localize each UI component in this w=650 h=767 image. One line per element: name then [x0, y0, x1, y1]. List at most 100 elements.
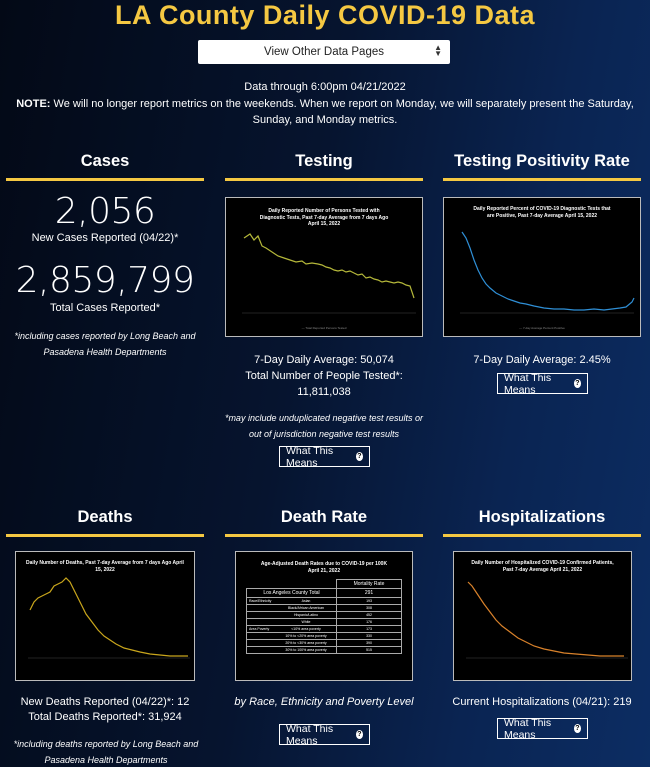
deaths-chart: Daily Number of Deaths, Past 7-day Avera… — [15, 551, 195, 681]
deaths-total: Total Deaths Reported*: 31,924 — [28, 711, 182, 723]
death-rate-value: 452 — [336, 611, 402, 619]
testing-line-chart: — Total Reported Persons Tested — [242, 233, 416, 330]
death-rate-row: 30% to 100% area poverty 515 — [246, 646, 402, 654]
death-rate-value: 390 — [336, 639, 402, 647]
hospitalizations-what-this-means-button[interactable]: What This Means ? — [497, 716, 588, 741]
testing-total-value: 11,811,038 — [297, 386, 351, 398]
death-rate-category: Race/Ethnicity Asian — [246, 597, 337, 605]
svg-text:— Total Reported Persons Teste: — Total Reported Persons Tested — [302, 326, 347, 330]
hospitalizations-line-chart — [466, 581, 628, 659]
death-rate-value: 173 — [336, 625, 402, 633]
death-rate-value: 291 — [336, 588, 402, 598]
death-rate-subgroup: <10% area poverty — [291, 627, 321, 631]
positivity-heading: Testing Positivity Rate — [454, 152, 630, 170]
hospitalizations-button-label: What This Means — [504, 716, 552, 741]
positivity-divider — [443, 178, 641, 181]
deaths-chart-title: Daily Number of Deaths, Past 7-day Avera… — [26, 560, 184, 573]
deaths-divider — [6, 534, 204, 537]
testing-button-label: What This Means — [286, 444, 334, 469]
positivity-chart-title: Daily Reported Percent of COVID-19 Diagn… — [473, 206, 611, 219]
new-cases-value: 2,056 — [54, 191, 156, 232]
testing-total-label: Total Number of People Tested*: — [245, 370, 403, 382]
total-cases-value: 2,859,799 — [15, 260, 195, 301]
death-rate-value: 515 — [336, 646, 402, 654]
deaths-new: New Deaths Reported (04/22)*: 12 — [20, 696, 190, 708]
hospitalizations-current: Current Hospitalizations (04/21): 219 — [452, 696, 632, 708]
death-rate-divider — [225, 534, 423, 537]
death-rate-heading: Death Rate — [280, 508, 368, 526]
cases-heading: Cases — [80, 152, 130, 170]
death-rate-category: 30% to 100% area poverty — [246, 646, 337, 654]
positivity-avg: 7-Day Daily Average: 2.45% — [473, 354, 611, 366]
select-arrows-icon: ▲ ▼ — [434, 43, 442, 58]
death-rate-table: Mortality Rate Los Angeles County Total 2… — [246, 579, 402, 654]
death-rate-subgroup: White — [301, 620, 311, 624]
positivity-line-chart: — 7-day Average Percent Positive — [460, 231, 635, 330]
positivity-what-this-means-button[interactable]: What This Means ? — [497, 371, 588, 396]
death-rate-subgroup: Black/African American — [288, 606, 324, 610]
testing-avg: 7-Day Daily Average: 50,074 — [254, 354, 394, 366]
testing-chart: Daily Reported Number of Persons Tested … — [225, 197, 423, 337]
deaths-line-chart — [28, 577, 190, 659]
death-rate-category: White — [246, 618, 337, 626]
death-rate-table-image: Age-Adjusted Death Rates due to COVID-19… — [235, 551, 413, 681]
testing-heading: Testing — [295, 152, 353, 170]
hospitalizations-chart-title: Daily Number of Hospitalized COVID-19 Co… — [471, 560, 614, 573]
death-rate-value: 193 — [336, 597, 402, 605]
death-rate-button-label: What This Means — [286, 722, 334, 747]
deaths-heading: Deaths — [77, 508, 133, 526]
hospitalizations-chart: Daily Number of Hospitalized COVID-19 Co… — [453, 551, 632, 681]
question-icon: ? — [355, 730, 363, 739]
note-text: NOTE: We will no longer report metrics o… — [8, 96, 642, 128]
total-cases-label: Total Cases Reported* — [49, 302, 161, 314]
death-rate-group: Los Angeles County Total — [246, 588, 337, 598]
question-icon: ? — [573, 724, 581, 733]
death-rate-group: Area Poverty — [249, 627, 270, 631]
note-label: NOTE: — [16, 98, 51, 110]
new-cases-label: New Cases Reported (04/22)* — [31, 232, 179, 244]
death-rate-row: Hispanic/Latino 452 — [246, 611, 402, 619]
death-rate-category: Area Poverty <10% area poverty — [246, 625, 337, 633]
hospitalizations-divider — [443, 534, 641, 537]
death-rate-chart-title: Age-Adjusted Death Rates due to COVID-19… — [260, 561, 388, 574]
testing-footnote: *may include unduplicated negative test … — [224, 413, 424, 439]
death-rate-subgroup: Hispanic/Latino — [294, 613, 318, 617]
testing-chart-title: Daily Reported Number of Persons Tested … — [259, 208, 389, 227]
death-rate-row: Race/Ethnicity Asian 193 — [246, 597, 402, 605]
death-rate-row: White 176 — [246, 618, 402, 626]
death-rate-category: Black/African American — [246, 604, 337, 612]
select-label: View Other Data Pages — [264, 46, 384, 58]
deaths-footnote: *including deaths reported by Long Beach… — [13, 739, 199, 765]
note-body: We will no longer report metrics on the … — [50, 98, 634, 126]
page-title: LA County Daily COVID-19 Data — [114, 0, 536, 30]
death-rate-subgroup: 30% to 100% area poverty — [285, 648, 327, 652]
death-rate-what-this-means-button[interactable]: What This Means ? — [279, 722, 370, 747]
cases-footnote: *including cases reported by Long Beach … — [14, 331, 196, 357]
positivity-chart: Daily Reported Percent of COVID-19 Diagn… — [443, 197, 641, 337]
death-rate-row: 10% to <20% area poverty 330 — [246, 632, 402, 640]
data-through-text: Data through 6:00pm 04/21/2022 — [244, 81, 406, 93]
death-rate-category: 20% to <30% area poverty — [246, 639, 337, 647]
question-icon: ? — [355, 452, 363, 461]
cases-divider — [6, 178, 204, 181]
mortality-rate-header: Mortality Rate — [336, 579, 402, 589]
death-rate-row: Area Poverty <10% area poverty 173 — [246, 625, 402, 633]
testing-divider — [225, 178, 423, 181]
question-icon: ? — [573, 379, 581, 388]
death-rate-row: Los Angeles County Total 291 — [246, 588, 402, 598]
death-rate-value: 330 — [336, 632, 402, 640]
death-rate-subgroup: Asian — [301, 599, 311, 603]
hospitalizations-heading: Hospitalizations — [478, 508, 606, 526]
death-rate-group: Race/Ethnicity — [249, 599, 272, 603]
data-pages-select[interactable]: View Other Data Pages ▲ ▼ — [198, 40, 450, 64]
death-rate-category: Hispanic/Latino — [246, 611, 337, 619]
death-rate-row: 20% to <30% area poverty 390 — [246, 639, 402, 647]
death-rate-subgroup: 20% to <30% area poverty — [285, 641, 327, 645]
death-rate-value: 308 — [336, 604, 402, 612]
death-rate-caption: by Race, Ethnicity and Poverty Level — [234, 696, 414, 708]
death-rate-category: 10% to <20% area poverty — [246, 632, 337, 640]
svg-text:— 7-day Average Percent Positi: — 7-day Average Percent Positive — [519, 326, 565, 330]
testing-what-this-means-button[interactable]: What This Means ? — [279, 444, 370, 469]
positivity-button-label: What This Means — [504, 371, 552, 396]
death-rate-row: Black/African American 308 — [246, 604, 402, 612]
